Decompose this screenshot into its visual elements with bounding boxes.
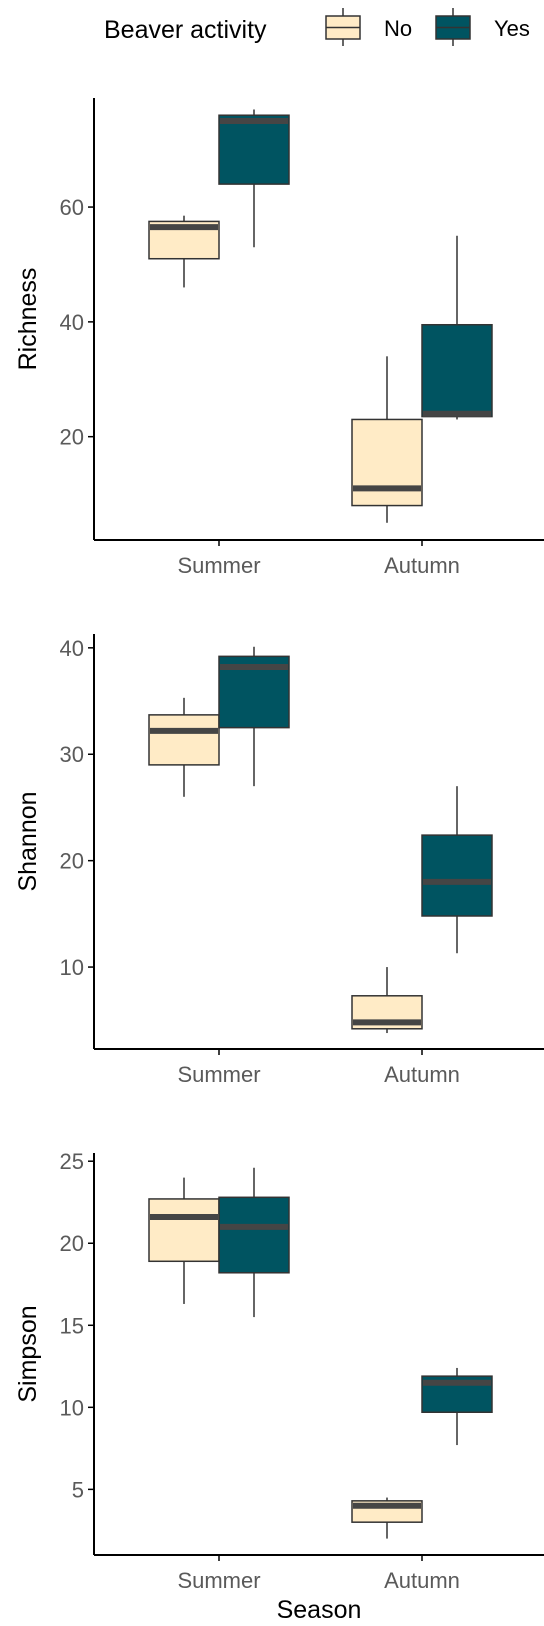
box-shannon-autumn-yes bbox=[421, 786, 493, 954]
box-body bbox=[148, 714, 220, 766]
y-tick-label: 20 bbox=[60, 849, 84, 874]
box-simpson-autumn-yes bbox=[421, 1367, 493, 1446]
box-body bbox=[218, 114, 290, 185]
panel-simpson: 5 10 15 20 25 Summer Autumn Simpson Season bbox=[14, 1149, 544, 1624]
x-axis-title: Season bbox=[277, 1596, 362, 1624]
box-shannon-autumn-no bbox=[351, 967, 423, 1034]
panel-shannon: 10 20 30 40 Summer Autumn Shannon bbox=[14, 634, 544, 1087]
legend-key-no bbox=[325, 8, 361, 46]
y-axis-title: Shannon bbox=[14, 791, 42, 891]
y-axis-title: Simpson bbox=[14, 1305, 42, 1402]
y-tick-label: 60 bbox=[60, 195, 84, 220]
x-tick-label: Autumn bbox=[384, 1062, 460, 1087]
box-body bbox=[218, 1196, 290, 1274]
y-tick-label: 15 bbox=[60, 1313, 84, 1338]
y-axis-title: Richness bbox=[14, 268, 42, 371]
legend-label-yes: Yes bbox=[494, 16, 530, 41]
y-tick-label: 10 bbox=[60, 955, 84, 980]
box-richness-summer-yes bbox=[218, 109, 290, 248]
legend: Beaver activity No Yes bbox=[104, 8, 530, 46]
box-richness-autumn-no bbox=[351, 356, 423, 523]
y-tick-label: 25 bbox=[60, 1149, 84, 1174]
panel-richness: 20 40 60 Summer Autumn Richness bbox=[14, 98, 544, 578]
legend-label-no: No bbox=[384, 16, 412, 41]
x-tick-label: Autumn bbox=[384, 553, 460, 578]
box-simpson-autumn-no bbox=[351, 1497, 423, 1539]
box-shannon-summer-yes bbox=[218, 646, 290, 787]
box-shannon-summer-no bbox=[148, 697, 220, 797]
y-tick-label: 30 bbox=[60, 742, 84, 767]
y-tick-label: 10 bbox=[60, 1395, 84, 1420]
box-richness-autumn-yes bbox=[421, 235, 493, 420]
y-tick-label: 20 bbox=[60, 425, 84, 450]
y-tick-label: 5 bbox=[72, 1477, 84, 1502]
box-simpson-summer-yes bbox=[218, 1167, 290, 1318]
box-body bbox=[148, 1198, 220, 1263]
legend-key-yes bbox=[435, 8, 471, 46]
box-body bbox=[421, 834, 493, 917]
y-tick-label: 40 bbox=[60, 310, 84, 335]
x-tick-label: Summer bbox=[177, 1062, 260, 1087]
x-tick-label: Autumn bbox=[384, 1568, 460, 1593]
y-tick-label: 40 bbox=[60, 636, 84, 661]
box-body bbox=[351, 418, 423, 507]
x-tick-label: Summer bbox=[177, 1568, 260, 1593]
y-tick-label: 20 bbox=[60, 1231, 84, 1256]
legend-title: Beaver activity bbox=[104, 16, 267, 44]
x-tick-label: Summer bbox=[177, 553, 260, 578]
box-simpson-summer-no bbox=[148, 1177, 220, 1304]
box-richness-summer-no bbox=[148, 215, 220, 288]
box-body bbox=[421, 323, 493, 418]
